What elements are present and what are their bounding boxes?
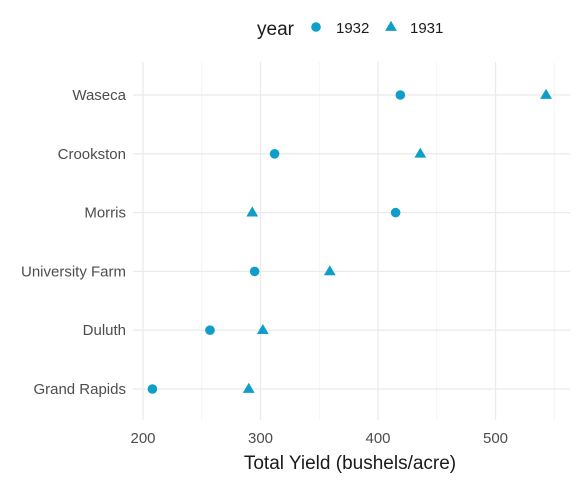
y-tick-label: Duluth xyxy=(83,322,126,339)
legend-title: year xyxy=(257,19,295,40)
data-point-1931 xyxy=(242,382,255,393)
y-tick-label: Waseca xyxy=(72,87,126,104)
data-point-1931 xyxy=(414,147,427,158)
x-tick-label: 200 xyxy=(130,430,155,447)
data-point-1931 xyxy=(246,206,259,217)
data-point-1932 xyxy=(390,207,401,218)
x-tick-label: 300 xyxy=(248,430,273,447)
data-point-1932 xyxy=(269,149,280,159)
y-axis: Waseca Crookston Morris University Farm Dulu… xyxy=(21,87,127,398)
x-axis-title: Total Yield (bushels/acre) xyxy=(244,453,456,474)
x-tick-label: 400 xyxy=(365,430,390,447)
data-point-1931 xyxy=(540,88,552,99)
data-point-1932 xyxy=(395,90,406,100)
data-point-1932 xyxy=(249,266,260,277)
legend: year 1932 1931 xyxy=(257,19,443,40)
y-tick-label: University Farm xyxy=(21,263,126,280)
plot-area xyxy=(133,62,570,420)
data-point-1932 xyxy=(205,325,215,336)
data-point-1932 xyxy=(147,384,158,394)
legend-label: 1931 xyxy=(410,20,443,37)
data-point-1931 xyxy=(256,324,269,335)
legend-marker-1931 xyxy=(385,20,397,31)
x-axis: 200 300 400 500 xyxy=(130,430,508,447)
y-tick-label: Morris xyxy=(84,205,126,222)
y-tick-label: Crookston xyxy=(58,146,126,163)
legend-marker-1932 xyxy=(311,22,321,32)
data-point-1931 xyxy=(323,265,336,276)
x-tick-label: 500 xyxy=(483,430,508,447)
y-tick-label: Grand Rapids xyxy=(33,381,126,398)
legend-label: 1932 xyxy=(336,20,369,37)
